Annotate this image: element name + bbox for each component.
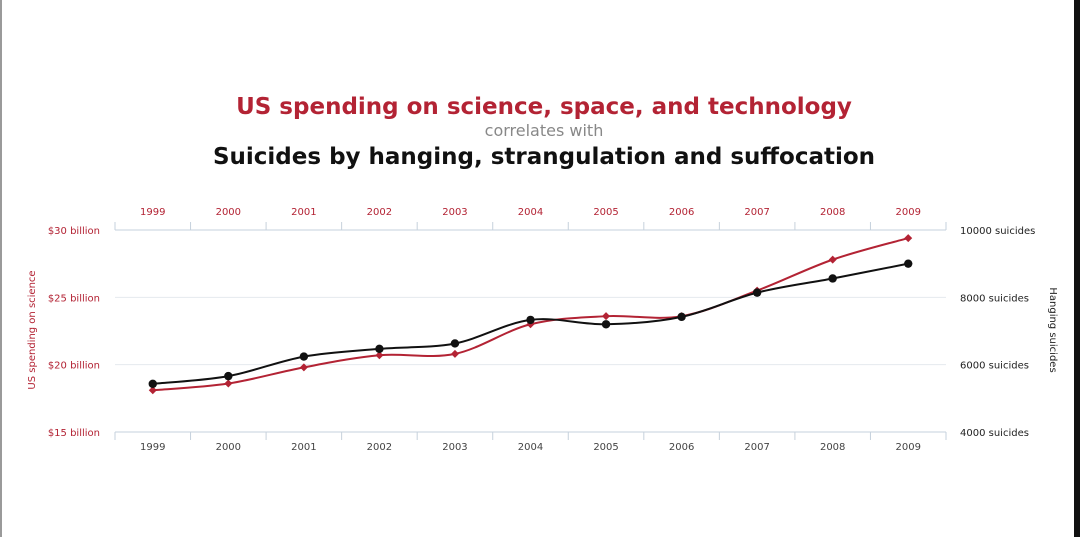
- y-right-tick-label: 10000 suicides: [960, 226, 1035, 237]
- data-point-right: [450, 339, 460, 348]
- x-tick-label-top: 2002: [367, 207, 392, 218]
- x-tick-label-bottom: 2006: [669, 442, 694, 453]
- x-tick-label-bottom: 2004: [518, 442, 543, 453]
- x-tick-label-bottom: 1999: [140, 442, 165, 453]
- y-left-tick-label: $20 billion: [48, 361, 100, 372]
- data-point-left: [375, 351, 384, 360]
- x-tick-label-top: 2001: [291, 207, 316, 218]
- y-left-tick-label: $15 billion: [48, 428, 100, 439]
- data-point-right: [224, 371, 233, 381]
- data-point-right: [375, 344, 384, 354]
- data-point-right: [828, 274, 837, 283]
- x-tick-label-top: 2004: [518, 207, 543, 218]
- data-point-right: [148, 379, 157, 389]
- x-tick-label-bottom: 2000: [216, 442, 241, 453]
- x-tick-label-bottom: 2003: [442, 442, 467, 453]
- x-tick-label-bottom: 2001: [291, 442, 316, 453]
- x-tick-label-bottom: 2008: [820, 442, 845, 453]
- y-right-tick-label: 8000 suicides: [960, 293, 1029, 304]
- data-point-right: [526, 315, 535, 325]
- data-point-right: [752, 288, 762, 297]
- x-tick-label-bottom: 2005: [593, 442, 618, 453]
- data-point-left: [828, 255, 837, 264]
- x-tick-label-top: 2003: [442, 207, 467, 218]
- x-tick-label-top: 2008: [820, 207, 845, 218]
- data-point-right: [677, 312, 686, 322]
- y-left-tick-label: $25 billion: [48, 293, 100, 304]
- x-tick-label-top: 2000: [216, 207, 241, 218]
- data-point-left: [602, 312, 611, 321]
- data-point-left: [299, 363, 308, 372]
- chart-subtitle: correlates with: [484, 121, 604, 140]
- data-point-left: [148, 386, 157, 395]
- data-point-right: [299, 352, 309, 361]
- data-point-right: [601, 320, 611, 329]
- x-tick-label-top: 2005: [593, 207, 618, 218]
- y-right-tick-label: 4000 suicides: [960, 428, 1029, 439]
- x-tick-label-bottom: 2002: [367, 442, 392, 453]
- data-point-left: [904, 234, 913, 243]
- y-left-tick-label: $30 billion: [48, 226, 100, 237]
- left-frame-edge: [0, 0, 2, 537]
- y-right-tick-label: 6000 suicides: [960, 361, 1029, 372]
- series-line-left: [152, 237, 909, 392]
- data-point-right: [904, 259, 913, 268]
- data-point-left: [450, 349, 459, 358]
- chart-title-secondary: Suicides by hanging, strangulation and s…: [212, 144, 876, 170]
- x-tick-label-bottom: 2007: [744, 442, 769, 453]
- x-tick-label-top: 2006: [669, 207, 694, 218]
- y-left-axis-label: US spending on science: [27, 270, 38, 389]
- x-tick-label-top: 2007: [744, 207, 769, 218]
- chart-title: US spending on science, space, and techn…: [236, 94, 852, 120]
- data-point-left: [224, 379, 233, 388]
- right-frame-edge: [1074, 0, 1080, 537]
- x-tick-label-top: 2009: [896, 207, 921, 218]
- x-tick-label-bottom: 2009: [896, 442, 921, 453]
- x-tick-label-top: 1999: [140, 207, 165, 218]
- title-block: US spending on science, space, and techn…: [0, 92, 1080, 174]
- y-right-axis-label: Hanging suicides: [1047, 287, 1058, 372]
